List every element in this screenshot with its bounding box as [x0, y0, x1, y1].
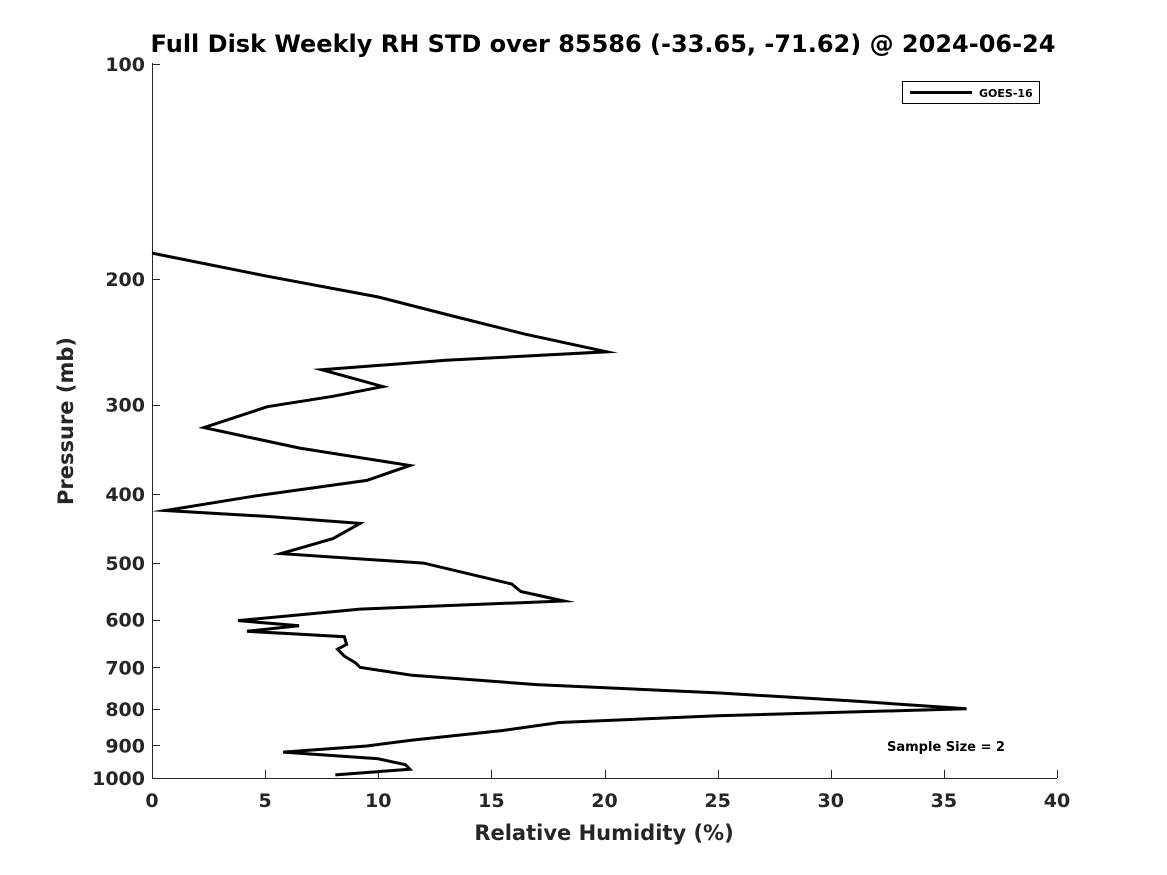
y-tick-label: 1000 — [92, 768, 145, 790]
x-tick-label: 20 — [591, 790, 617, 812]
x-ticks: 0 5 10 15 20 25 30 35 40 — [145, 770, 1070, 812]
y-tick-label: 900 — [105, 735, 145, 757]
y-ticks: 100 200 300 400 500 600 700 800 900 1000 — [92, 54, 160, 790]
x-tick-label: 30 — [818, 790, 844, 812]
chart-title: Full Disk Weekly RH STD over 85586 (-33.… — [151, 30, 1056, 58]
x-tick-label: 15 — [478, 790, 504, 812]
legend: GOES-16 — [902, 81, 1040, 104]
y-tick-label: 800 — [105, 699, 145, 721]
x-axis-label: Relative Humidity (%) — [474, 821, 733, 845]
series-layer — [151, 251, 967, 777]
x-tick-label: 0 — [145, 790, 158, 812]
y-tick-label: 100 — [105, 54, 145, 76]
legend-label-goes-16: GOES-16 — [979, 87, 1033, 100]
x-tick-label: 25 — [704, 790, 730, 812]
x-tick-label: 35 — [931, 790, 957, 812]
x-tick-label: 10 — [365, 790, 391, 812]
y-tick-label: 600 — [105, 610, 145, 632]
y-tick-label: 400 — [105, 484, 145, 506]
x-tick-label: 40 — [1044, 790, 1070, 812]
y-axis-label: Pressure (mb) — [54, 337, 78, 505]
x-tick-label: 5 — [259, 790, 272, 812]
sample-size-annotation: Sample Size = 2 — [887, 740, 1005, 755]
axes — [152, 63, 1057, 779]
series-line-goes-16 — [151, 251, 967, 777]
y-tick-label: 200 — [105, 269, 145, 291]
y-tick-label: 300 — [105, 395, 145, 417]
y-tick-label: 500 — [105, 553, 145, 575]
y-tick-label: 700 — [105, 657, 145, 679]
